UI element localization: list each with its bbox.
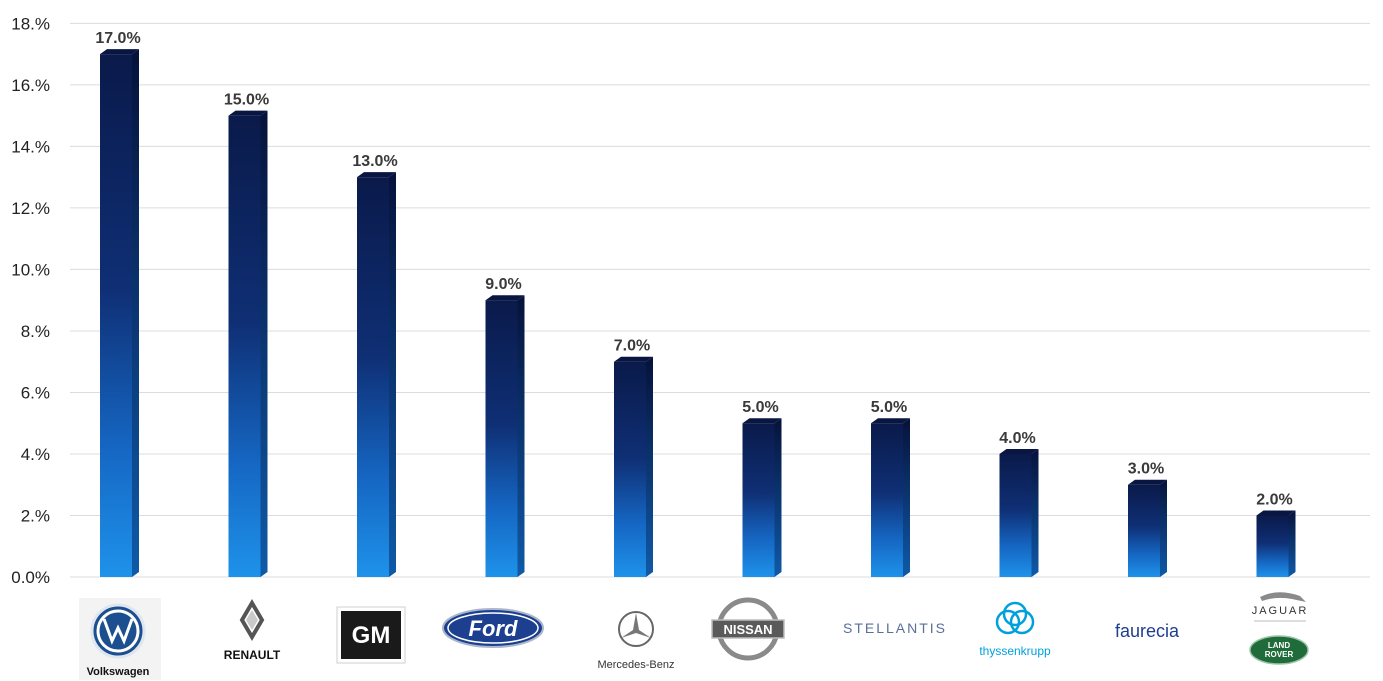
bar-front bbox=[100, 54, 132, 578]
bar bbox=[1256, 510, 1296, 577]
y-tick-label: 12.% bbox=[11, 199, 50, 218]
stellantis-logo: STELLANTIS bbox=[843, 620, 947, 636]
bar-side bbox=[646, 356, 653, 577]
y-tick-label: 14.% bbox=[11, 137, 50, 156]
y-tick-label: 16.% bbox=[11, 76, 50, 95]
data-label: 15.0% bbox=[224, 92, 269, 109]
bar-top bbox=[228, 110, 268, 116]
faurecia-logo: faurecia bbox=[1115, 621, 1180, 641]
data-label: 2.0% bbox=[1256, 491, 1292, 508]
bar-side bbox=[517, 295, 525, 577]
data-label: 9.0% bbox=[485, 276, 521, 293]
gridlines bbox=[70, 22, 1370, 578]
bar-front bbox=[228, 115, 261, 577]
bar-side bbox=[260, 110, 268, 577]
bar-top bbox=[614, 356, 653, 362]
bars bbox=[100, 49, 1296, 578]
bar-side bbox=[1031, 448, 1039, 577]
data-label: 5.0% bbox=[742, 399, 778, 416]
mercedes-caption: Mercedes-Benz bbox=[597, 659, 674, 671]
bar-front bbox=[357, 177, 389, 577]
bar-side bbox=[389, 172, 396, 577]
y-tick-label: 2.% bbox=[21, 506, 50, 525]
stellantis-mark: STELLANTIS bbox=[843, 620, 947, 636]
thyssenkrupp-caption: thyssenkrupp bbox=[979, 644, 1051, 658]
y-axis-ticks: 0.0% 2.% 4.% 6.% 8.% 10.% 12.% 14.% 16.% 18.% bbox=[11, 14, 50, 587]
volkswagen-logo: Volkswagen bbox=[79, 598, 161, 680]
data-label: 13.0% bbox=[352, 153, 397, 170]
data-label: 4.0% bbox=[999, 430, 1035, 447]
bar-side bbox=[132, 49, 139, 578]
ford-logo: Ford bbox=[442, 608, 544, 648]
bar bbox=[999, 448, 1039, 577]
data-label: 5.0% bbox=[871, 399, 907, 416]
bar-front bbox=[871, 423, 903, 577]
bar-front bbox=[999, 453, 1032, 577]
y-tick-label: 4.% bbox=[21, 445, 50, 464]
land-word: LAND bbox=[1268, 641, 1290, 650]
jaguar-land-rover-logo: JAGUAR LAND ROVER bbox=[1249, 592, 1309, 665]
bar bbox=[614, 356, 653, 577]
bar-front bbox=[1256, 515, 1289, 577]
bar bbox=[871, 418, 910, 577]
nissan-mark: NISSAN bbox=[723, 622, 772, 637]
bar-top bbox=[871, 418, 910, 424]
y-tick-label: 10.% bbox=[11, 260, 50, 279]
faurecia-mark: faurecia bbox=[1115, 621, 1180, 641]
bar bbox=[100, 49, 139, 578]
bar bbox=[485, 295, 525, 577]
brand-logos: Volkswagen RENAULT GM Ford Mercedes-Benz bbox=[79, 590, 1309, 680]
nissan-logo: NISSAN bbox=[711, 597, 785, 661]
mercedes-logo: Mercedes-Benz bbox=[590, 600, 680, 678]
bar-front bbox=[742, 423, 775, 577]
data-labels: 17.0% 15.0% 13.0% 9.0% 7.0% 5.0% 5.0% 4.0% 3.0% 2… bbox=[95, 30, 1292, 508]
bar-front bbox=[485, 300, 518, 577]
bar-side bbox=[1288, 510, 1296, 577]
bar bbox=[357, 172, 396, 577]
gm-logo: GM bbox=[336, 606, 406, 664]
bar-top bbox=[485, 295, 525, 301]
y-tick-label: 18.% bbox=[11, 14, 50, 33]
data-label: 17.0% bbox=[95, 30, 140, 47]
bar-top bbox=[100, 49, 139, 55]
y-tick-label: 6.% bbox=[21, 383, 50, 402]
volkswagen-caption: Volkswagen bbox=[87, 666, 150, 678]
bar-front bbox=[1128, 484, 1160, 577]
rover-word: ROVER bbox=[1265, 650, 1294, 659]
bar bbox=[742, 418, 782, 577]
gm-mark: GM bbox=[352, 622, 391, 649]
ford-mark: Ford bbox=[469, 616, 518, 641]
bar-side bbox=[1160, 479, 1167, 577]
bar bbox=[1128, 479, 1167, 577]
bar-top bbox=[742, 418, 782, 424]
bar-side bbox=[903, 418, 910, 577]
bar-side bbox=[774, 418, 782, 577]
bar bbox=[228, 110, 268, 577]
renault-caption: RENAULT bbox=[224, 648, 281, 662]
data-label: 3.0% bbox=[1128, 461, 1164, 478]
bar-top bbox=[1256, 510, 1296, 516]
y-tick-label: 0.0% bbox=[11, 568, 50, 587]
bar-top bbox=[357, 172, 396, 178]
renault-logo: RENAULT bbox=[213, 590, 293, 670]
y-tick-label: 8.% bbox=[21, 322, 50, 341]
thyssenkrupp-logo: thyssenkrupp bbox=[979, 601, 1051, 658]
jaguar-word: JAGUAR bbox=[1252, 605, 1309, 617]
data-label: 7.0% bbox=[614, 338, 650, 355]
bar-top bbox=[1128, 479, 1167, 485]
bar-front bbox=[614, 361, 646, 577]
bar-top bbox=[999, 448, 1039, 454]
